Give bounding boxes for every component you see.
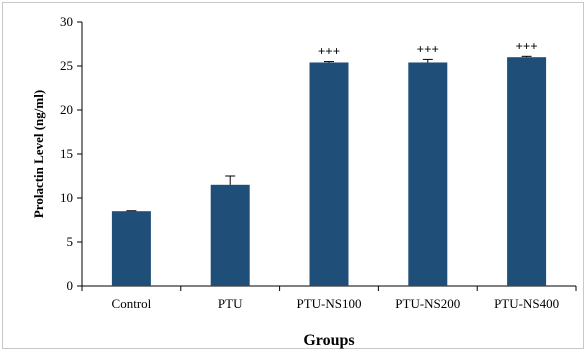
bar bbox=[309, 62, 349, 287]
bars: +++ +++ +++ bbox=[111, 38, 547, 287]
y-tick-label: 0 bbox=[67, 278, 74, 293]
bar bbox=[408, 62, 448, 287]
y-axis-title: Prolactin Level (ng/ml) bbox=[31, 90, 46, 218]
y-axis: 0 5 10 15 20 25 30 bbox=[60, 14, 83, 293]
x-tick-label: PTU-NS200 bbox=[395, 296, 460, 311]
x-tick-label: PTU-NS100 bbox=[296, 296, 361, 311]
chart-frame: 0 5 10 15 20 25 30 Control PTU PTU-NS100 PTU-NS20… bbox=[2, 2, 584, 349]
significance-label: +++ bbox=[417, 41, 439, 56]
x-tick-label: Control bbox=[112, 296, 152, 311]
y-tick-label: 30 bbox=[60, 14, 73, 29]
y-tick-label: 5 bbox=[67, 234, 74, 249]
significance-label: +++ bbox=[515, 38, 537, 53]
bar-chart: 0 5 10 15 20 25 30 Control PTU PTU-NS100 PTU-NS20… bbox=[31, 14, 577, 349]
x-tick-label: PTU-NS400 bbox=[494, 296, 559, 311]
x-axis: Control PTU PTU-NS100 PTU-NS200 PTU-NS400 bbox=[81, 285, 577, 311]
x-tick-label: PTU bbox=[218, 296, 243, 311]
bar bbox=[111, 211, 151, 286]
bar bbox=[210, 184, 250, 286]
bar bbox=[507, 57, 547, 287]
y-tick-label: 20 bbox=[60, 102, 73, 117]
y-tick-label: 25 bbox=[60, 58, 73, 73]
x-axis-title: Groups bbox=[303, 332, 354, 349]
y-tick-label: 10 bbox=[60, 190, 73, 205]
y-tick-label: 15 bbox=[60, 146, 73, 161]
significance-label: +++ bbox=[318, 44, 340, 59]
